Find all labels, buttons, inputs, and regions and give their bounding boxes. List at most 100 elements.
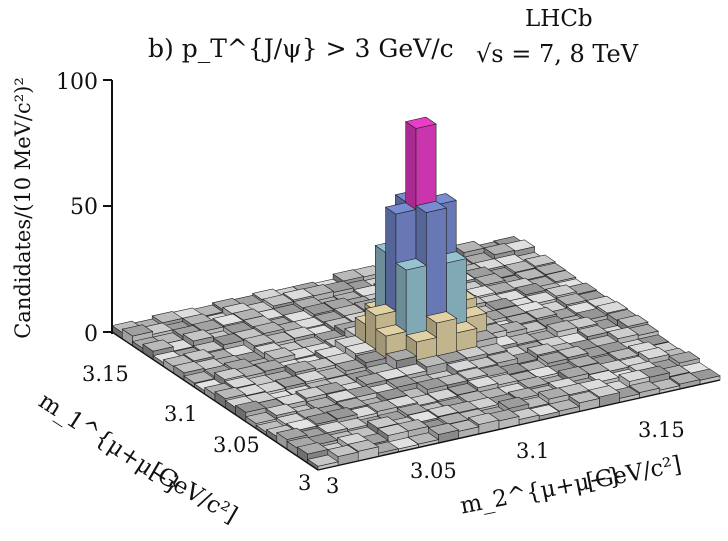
experiment-label: LHCb [525, 6, 593, 32]
bar-face-top [517, 376, 550, 389]
bar-face-top [426, 388, 459, 401]
bar-face-top [466, 376, 499, 389]
bar-face-top [285, 418, 318, 431]
bar-face-top [446, 359, 479, 372]
bar-face-top [527, 365, 559, 378]
bar-face-top [668, 351, 701, 364]
bar-face-top [606, 326, 639, 340]
bar-face-top [486, 351, 519, 364]
bar-face-top [302, 302, 335, 315]
bar-face-top [425, 311, 458, 324]
bar-face-top [212, 333, 245, 346]
bar-face-top [334, 359, 367, 372]
bar-face-top [628, 380, 661, 393]
x1-axis-line [111, 331, 319, 471]
bar-face-top [427, 422, 460, 435]
bar-face-top [536, 351, 569, 364]
bar-face-top [366, 416, 399, 429]
bar-face-top [534, 262, 567, 275]
bar-face-top [452, 240, 485, 253]
bar-face-top [576, 324, 609, 338]
bar-face-top [588, 385, 621, 398]
bar-face-top [446, 383, 479, 396]
x1-tick-label-3.1: 3.1 [164, 402, 197, 426]
bar-face-top [212, 313, 245, 326]
bar-face-top [213, 367, 246, 380]
bar-face-top [364, 303, 397, 316]
bar-face-top [385, 349, 418, 362]
bar-face-top [505, 312, 538, 325]
bar-face-top [283, 326, 316, 339]
bar-face-top [514, 282, 547, 296]
bar-face-top [376, 387, 408, 401]
bar-face-top [456, 367, 489, 380]
bar-face-top [503, 260, 536, 273]
bar-face-top [546, 320, 579, 333]
bar-face-top [555, 293, 588, 306]
bar-face-top [484, 297, 517, 310]
panel-label: b) p_T^{J/ψ} > 3 GeV/c [148, 34, 454, 63]
bar-face-top [395, 258, 428, 271]
bar-face-top [405, 330, 438, 343]
bar-face-top [265, 403, 298, 416]
bar-face-top [467, 412, 500, 425]
bar-face-top [366, 399, 399, 412]
bar-face-top [245, 411, 278, 424]
bar-face-top [347, 439, 380, 452]
bar-face-top [306, 454, 339, 467]
x1-tick-label-3: 3 [298, 471, 311, 495]
bar-face-top [568, 391, 601, 404]
bar-face-top [182, 349, 215, 362]
bar-face-top [483, 243, 516, 256]
x2-tick-label-3.15: 3.15 [638, 418, 685, 442]
bar-face-top [263, 347, 296, 360]
bar-face-top [576, 308, 608, 321]
bar-face-top [525, 291, 557, 304]
bar-face-top [548, 399, 581, 412]
bar-face-top [406, 410, 439, 423]
x1-tick-label-3.05: 3.05 [213, 433, 260, 457]
bar-face-top [332, 269, 365, 282]
x1-tick-label-3.15: 3.15 [82, 362, 129, 386]
bar-face-top [282, 288, 315, 301]
z-tick-label-0: 0 [84, 322, 98, 347]
bar-face-top [327, 444, 359, 457]
bar-face-top [416, 377, 449, 390]
bar-face-top [545, 284, 578, 297]
bar-face-top [305, 412, 338, 425]
bar-face-top [183, 371, 216, 384]
bar-face-top [325, 389, 358, 402]
bar-face-top [276, 427, 308, 440]
bar-face-top [507, 387, 540, 400]
axes-layer: 100 50 0 3.15 3.1 3.05 3 3 3.05 3.1 3.15 [56, 70, 721, 498]
bar-face-top [525, 306, 558, 319]
bar-face-top [524, 254, 556, 267]
bar-face-top [142, 339, 175, 352]
bar-face-top [262, 294, 295, 307]
bar-face-top [637, 347, 670, 360]
bar-face-top [557, 366, 590, 379]
bar-face-top [234, 400, 267, 413]
bar-face-top [182, 329, 215, 342]
bar-face-top [384, 202, 417, 215]
bar-face-top [618, 369, 651, 382]
bar-face-top [192, 319, 225, 332]
bar-face-top [224, 376, 256, 389]
bar-face-top [252, 321, 285, 334]
x2-tick-label-3: 3 [326, 474, 339, 498]
bars-layer [111, 116, 721, 471]
bar-face-top [326, 407, 358, 420]
bar-face-top [537, 387, 570, 400]
bar-face-top [385, 375, 418, 388]
bar-face-top [243, 334, 276, 347]
bar-face-top [596, 301, 629, 314]
bar-face-top [377, 423, 409, 436]
bar-face-top [514, 268, 547, 281]
bar-face-top [526, 343, 559, 356]
bar-face-top [284, 360, 317, 373]
x2-tick-label-3.1: 3.1 [516, 439, 549, 463]
bar-face-top [427, 404, 459, 417]
bar-face-top [544, 270, 577, 283]
bar-face-top [295, 386, 328, 399]
z-tick-label-100: 100 [56, 70, 98, 95]
